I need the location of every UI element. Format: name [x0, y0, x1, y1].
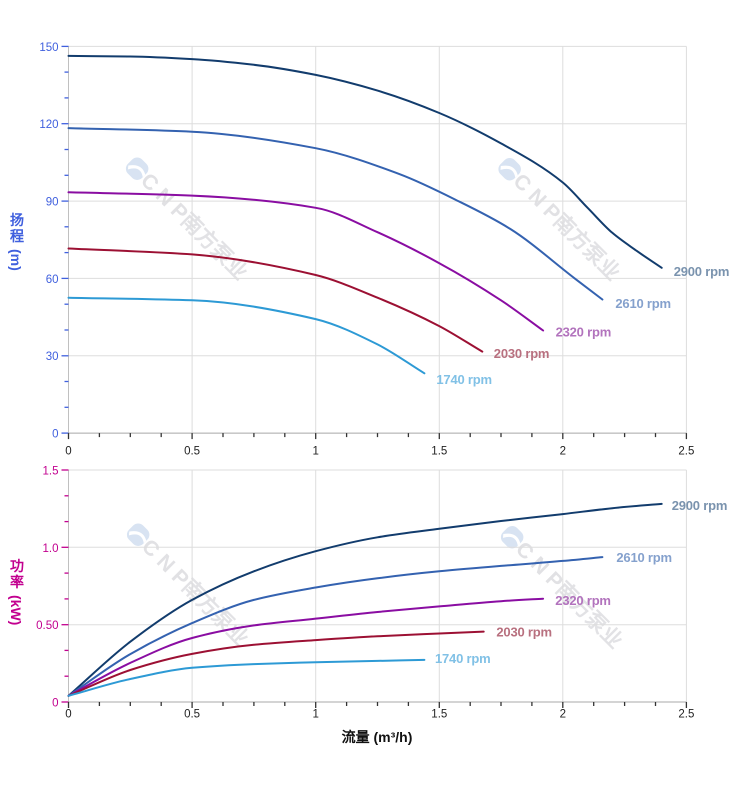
svg-text:2320 rpm: 2320 rpm	[556, 325, 612, 340]
svg-text:120: 120	[39, 119, 58, 131]
svg-text:率: 率	[10, 574, 24, 590]
svg-text:2.5: 2.5	[678, 446, 694, 458]
svg-text:1.5: 1.5	[431, 446, 447, 458]
svg-text:2: 2	[560, 446, 566, 458]
svg-text:功: 功	[10, 558, 24, 574]
svg-text:(kW): (kW)	[8, 595, 24, 625]
svg-text:0: 0	[52, 429, 58, 441]
svg-text:扬: 扬	[10, 212, 24, 228]
svg-text:0.50: 0.50	[36, 620, 58, 632]
svg-text:1740 rpm: 1740 rpm	[436, 372, 492, 387]
svg-text:(m): (m)	[8, 249, 24, 271]
svg-text:程: 程	[10, 228, 24, 244]
svg-text:60: 60	[46, 274, 59, 286]
svg-text:2320 rpm: 2320 rpm	[555, 593, 611, 608]
svg-text:流量 (m³/h): 流量 (m³/h)	[342, 729, 413, 745]
svg-text:1740 rpm: 1740 rpm	[435, 651, 491, 666]
svg-text:2: 2	[560, 709, 566, 721]
svg-text:2900 rpm: 2900 rpm	[672, 498, 728, 513]
svg-text:1.5: 1.5	[431, 709, 447, 721]
svg-text:1.5: 1.5	[43, 466, 59, 478]
svg-text:30: 30	[46, 351, 59, 363]
svg-text:2030 rpm: 2030 rpm	[494, 346, 550, 361]
svg-text:1: 1	[312, 709, 318, 721]
svg-text:0: 0	[65, 446, 71, 458]
svg-text:2030 rpm: 2030 rpm	[496, 624, 552, 639]
svg-text:90: 90	[46, 197, 59, 209]
svg-text:2900 rpm: 2900 rpm	[674, 264, 730, 279]
svg-text:2610 rpm: 2610 rpm	[615, 296, 671, 311]
svg-text:0.5: 0.5	[184, 709, 200, 721]
svg-text:2610 rpm: 2610 rpm	[616, 550, 672, 565]
svg-text:0.5: 0.5	[184, 446, 200, 458]
svg-text:0: 0	[52, 698, 58, 710]
svg-text:150: 150	[39, 42, 58, 54]
svg-text:0: 0	[65, 709, 71, 721]
svg-text:1: 1	[312, 446, 318, 458]
svg-text:1.0: 1.0	[43, 543, 59, 555]
svg-text:2.5: 2.5	[678, 709, 694, 721]
